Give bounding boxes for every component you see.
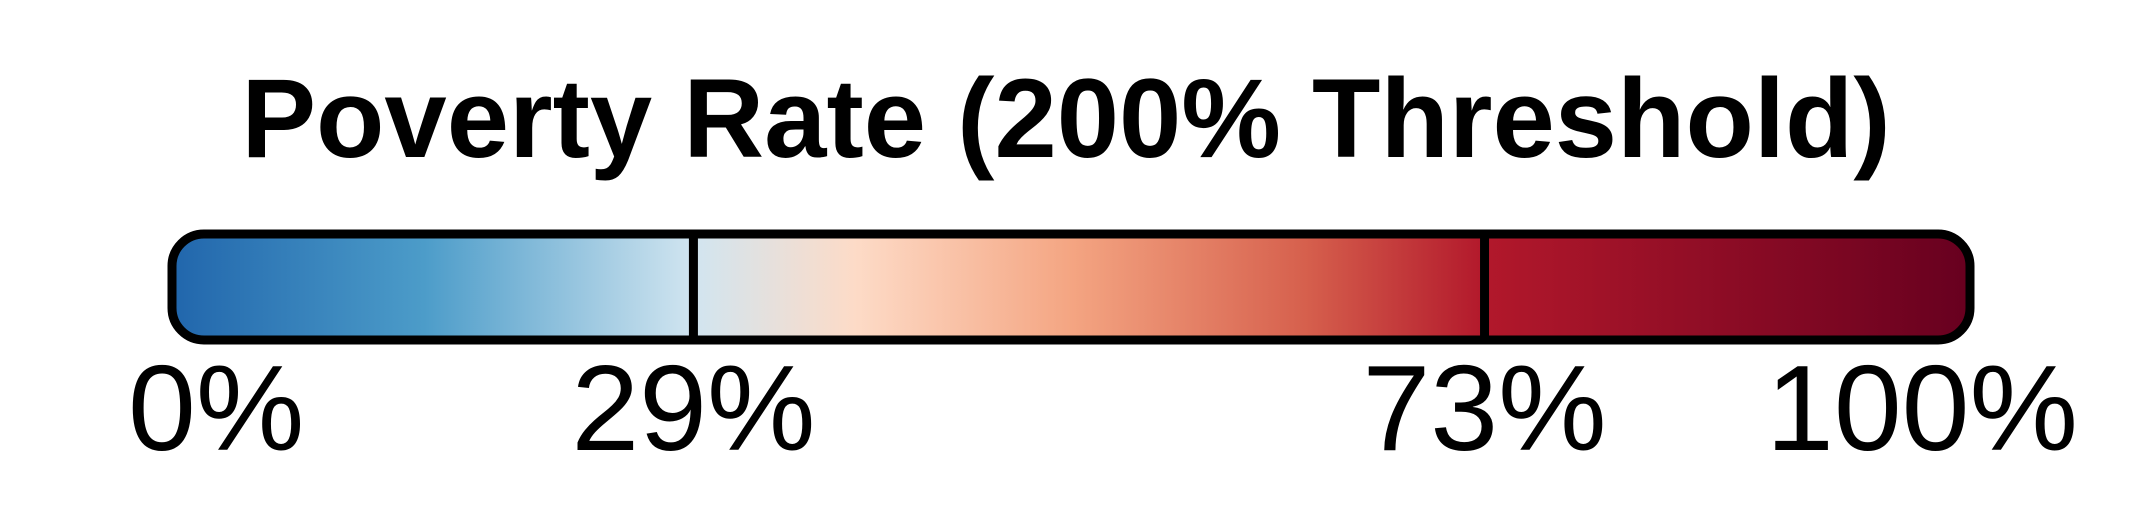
tick-label-0: 0% xyxy=(128,340,304,476)
color-bar-gradient xyxy=(172,234,1970,340)
tick-label-100: 100% xyxy=(1766,340,2078,476)
legend-title: Poverty Rate (200% Threshold) xyxy=(241,56,1890,181)
tick-labels: 0% 29% 73% 100% xyxy=(128,340,2078,476)
color-bar-outline xyxy=(167,229,1975,345)
tick-label-73: 73% xyxy=(1362,340,1606,476)
tick-label-29: 29% xyxy=(571,340,815,476)
color-bar xyxy=(167,229,1975,345)
